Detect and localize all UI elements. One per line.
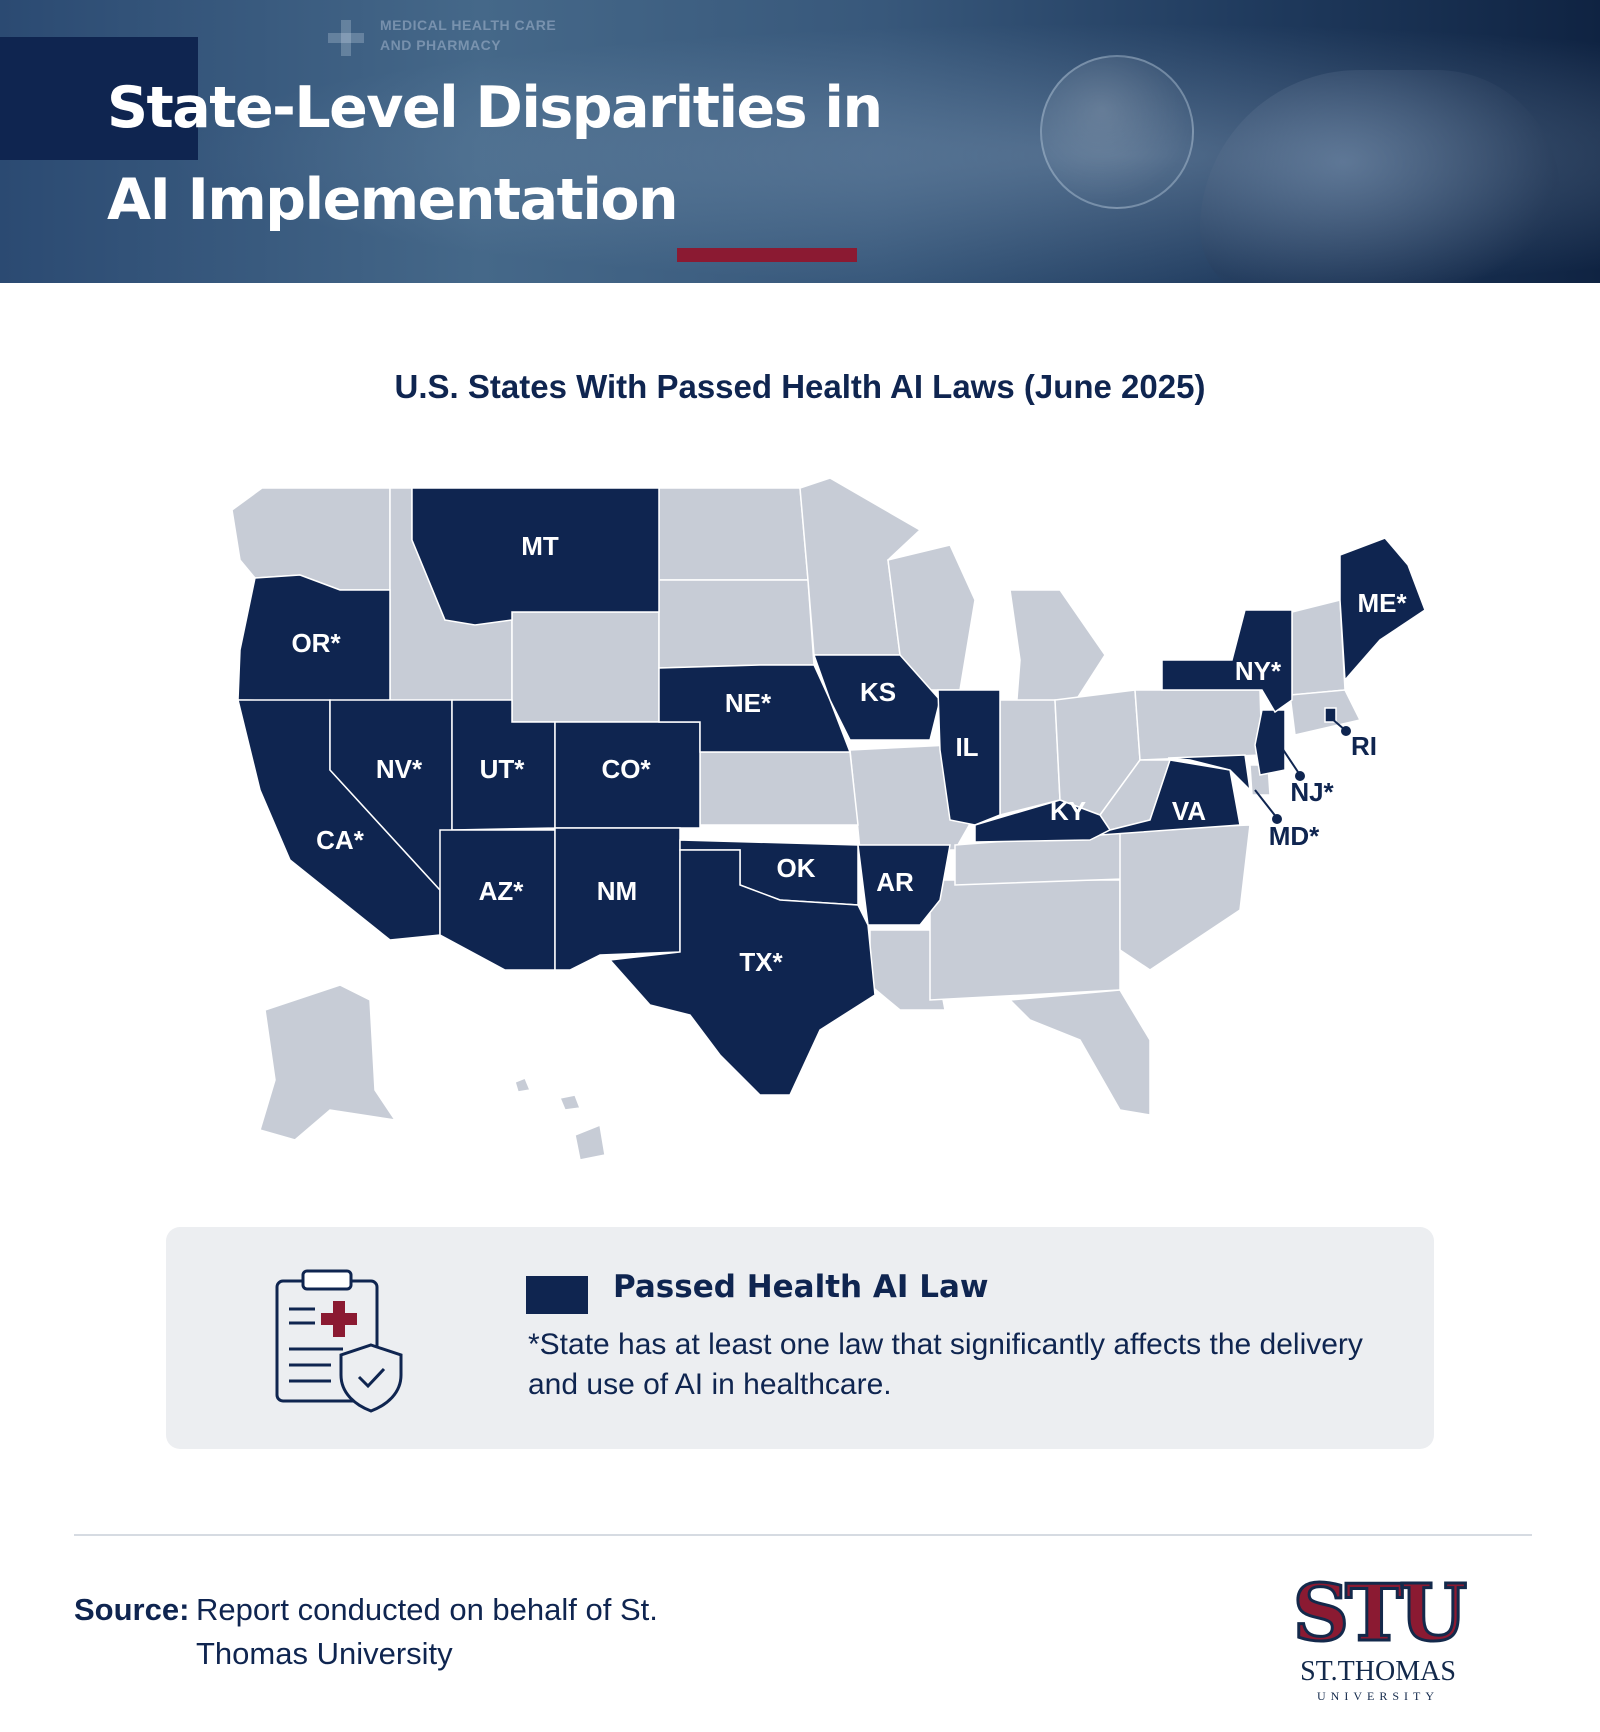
state-la	[869, 929, 946, 1011]
source-text: Report conducted on behalf of St. Thomas…	[196, 1592, 658, 1671]
label-md: MD*	[1269, 821, 1320, 851]
magnifier-image	[1040, 55, 1194, 209]
md-callout-dot	[1272, 814, 1282, 824]
state-ak	[259, 984, 397, 1141]
background-caption: MEDICAL HEALTH CARE AND PHARMACY	[380, 17, 557, 53]
md-callout-line	[1254, 789, 1278, 819]
state-fl	[1008, 989, 1151, 1116]
state-co	[554, 721, 701, 829]
title-accent-block	[0, 37, 198, 160]
map-title: U.S. States With Passed Health AI Laws (…	[394, 368, 1206, 405]
clipboard-medical-shield-icon	[275, 1269, 403, 1413]
state-ks-region	[699, 751, 859, 826]
legend-swatch	[526, 1276, 588, 1314]
state-ne	[658, 664, 852, 753]
ri-callout-dot	[1341, 726, 1351, 736]
stu-logo: STU ST.THOMAS UNIVERSITY	[1283, 1560, 1473, 1710]
source-label: Source:	[74, 1592, 190, 1627]
state-ar	[857, 844, 951, 926]
state-mt	[411, 487, 660, 626]
state-nc-sc	[1119, 824, 1251, 971]
legend-key-label: Passed Health AI Law	[613, 1269, 989, 1305]
hand-image	[1200, 70, 1560, 283]
state-il	[937, 689, 1001, 826]
state-or	[237, 574, 391, 703]
footer-divider	[74, 1534, 1532, 1536]
state-md	[1167, 754, 1252, 793]
state-in	[999, 699, 1061, 816]
state-ks	[812, 654, 941, 741]
page-title: State-Level Disparities in AI Implementa…	[107, 75, 883, 233]
passed-states	[237, 487, 1426, 1096]
legend-note: *State has at least one law that signifi…	[528, 1328, 1363, 1401]
state-mi	[1009, 589, 1106, 726]
state-wy	[511, 611, 660, 723]
source-citation: Source: Report conducted on behalf of St…	[74, 1588, 658, 1671]
stu-name: ST.THOMAS	[1300, 1656, 1456, 1687]
state-az	[439, 829, 556, 971]
title-underline	[677, 248, 857, 262]
state-pa	[1134, 689, 1263, 761]
state-vt-nh	[1291, 599, 1346, 696]
state-nm	[554, 827, 681, 971]
state-ut	[451, 699, 556, 831]
state-me	[1339, 537, 1426, 682]
state-hi	[514, 1077, 606, 1161]
stu-monogram: STU	[1293, 1568, 1466, 1659]
state-ri	[1324, 707, 1337, 723]
stu-logo-mark: STU ST.THOMAS UNIVERSITY	[1291, 1567, 1471, 1704]
state-oh	[1054, 689, 1141, 816]
medical-cross-icon	[328, 20, 364, 56]
state-wa	[231, 487, 391, 591]
state-ny	[1161, 609, 1293, 714]
state-ms-al-ga	[929, 879, 1121, 1001]
label-nj: NJ*	[1290, 777, 1334, 807]
state-tx	[608, 849, 876, 1096]
nj-callout-dot	[1295, 771, 1305, 781]
state-mn	[799, 477, 922, 656]
state-va	[1099, 759, 1241, 836]
legend-panel: Passed Health AI Law *State has at least…	[166, 1227, 1434, 1449]
state-sd	[658, 579, 815, 669]
state-nj	[1254, 709, 1286, 776]
label-ri: RI	[1351, 731, 1377, 761]
state-nd	[658, 487, 809, 581]
stu-subtitle: UNIVERSITY	[1317, 1689, 1439, 1703]
header-banner: MEDICAL HEALTH CARE AND PHARMACY State-L…	[0, 0, 1600, 283]
